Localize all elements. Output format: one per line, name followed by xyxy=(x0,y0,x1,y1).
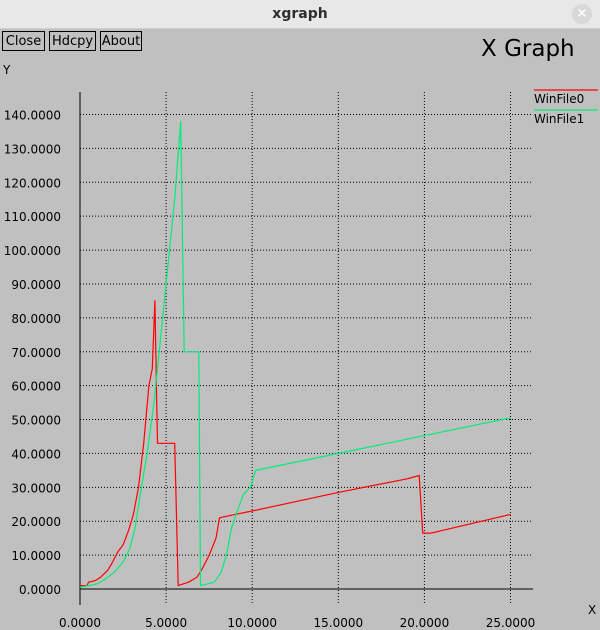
x-tick-label: 10.0000 xyxy=(227,616,277,630)
hdcpy-button[interactable]: Hdcpy xyxy=(49,31,96,51)
legend-label: WinFile0 xyxy=(534,92,584,106)
chart-legend: WinFile0 WinFile1 xyxy=(534,89,598,126)
window-titlebar: xgraph × xyxy=(0,0,600,29)
y-tick-label: 140.0000 xyxy=(4,109,61,123)
series-line-winfile1 xyxy=(79,120,511,588)
y-tick-label: 80.0000 xyxy=(11,312,61,326)
chart-series xyxy=(79,120,511,588)
x-tick-label: 0.0000 xyxy=(59,616,101,630)
x-tick-label: 15.0000 xyxy=(313,616,363,630)
y-axis-label: Y xyxy=(2,63,11,77)
y-tick-label: 50.0000 xyxy=(11,414,61,428)
legend-label: WinFile1 xyxy=(534,112,584,126)
y-tick-label: 0.0000 xyxy=(19,583,61,597)
y-tick-label: 20.0000 xyxy=(11,515,61,529)
about-button[interactable]: About xyxy=(100,31,142,51)
window-title: xgraph xyxy=(272,6,328,22)
y-tick-label: 10.0000 xyxy=(11,549,61,563)
y-tick-label: 40.0000 xyxy=(11,447,61,461)
y-tick-label: 100.0000 xyxy=(4,244,61,258)
y-tick-label: 90.0000 xyxy=(11,278,61,292)
plot-title: X Graph xyxy=(481,36,575,62)
x-tick-label: 5.0000 xyxy=(145,616,187,630)
x-axis-ticks: 0.0000 5.0000 10.0000 15.0000 20.0000 25.0000 xyxy=(59,616,535,630)
chart-grid xyxy=(79,92,533,605)
x-axis-label: X xyxy=(588,603,596,617)
x-tick-label: 20.0000 xyxy=(400,616,450,630)
y-tick-label: 130.0000 xyxy=(4,142,61,156)
series-line-winfile0 xyxy=(80,300,511,587)
y-tick-label: 110.0000 xyxy=(4,210,61,224)
y-tick-label: 120.0000 xyxy=(4,176,61,190)
x-tick-label: 25.0000 xyxy=(486,616,536,630)
close-button[interactable]: Close xyxy=(2,31,45,51)
y-axis-ticks: 0.0000 10.0000 20.0000 30.0000 40.0000 50.000… xyxy=(4,109,61,598)
y-tick-label: 70.0000 xyxy=(11,346,61,360)
y-tick-label: 30.0000 xyxy=(11,481,61,495)
y-tick-label: 60.0000 xyxy=(11,380,61,394)
window-close-icon[interactable]: × xyxy=(572,4,592,24)
